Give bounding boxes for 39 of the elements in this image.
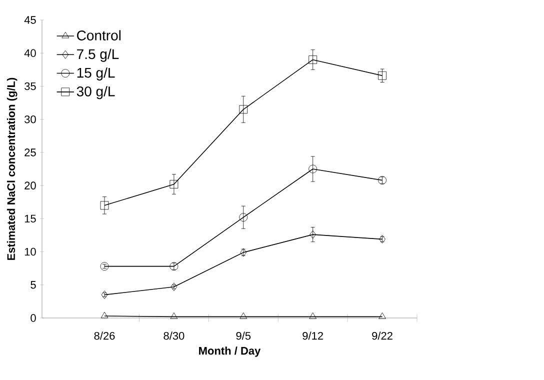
point	[170, 312, 178, 319]
point	[308, 56, 318, 64]
point	[240, 312, 248, 319]
x-tick-label: 8/26	[94, 332, 115, 340]
point	[101, 290, 108, 300]
legend-label: 7.5 g/L	[77, 48, 119, 62]
point	[309, 312, 316, 319]
y-tick-label: 35	[24, 82, 36, 90]
y-tick-label: 45	[24, 16, 36, 24]
point	[378, 176, 386, 184]
x-tick-label: 9/22	[372, 332, 392, 340]
legend-label: 15 g/L	[77, 67, 115, 80]
point	[239, 213, 248, 222]
y-tick-label: 0	[30, 314, 36, 322]
point	[310, 230, 316, 239]
point	[308, 164, 318, 174]
point	[239, 105, 248, 114]
legend-label: 30 g/L	[76, 86, 115, 100]
y-tick-label: 5	[30, 281, 36, 289]
y-tick-label: 20	[24, 182, 36, 190]
y-tick-label: 15	[24, 214, 36, 222]
y-axis-title: Estimated NaCl concentration (g/L)	[6, 78, 18, 260]
point	[100, 262, 109, 271]
point	[170, 262, 178, 271]
x-axis-title: Month / Day	[199, 346, 261, 357]
x-tick-label: 9/12	[302, 332, 323, 340]
point	[100, 201, 109, 210]
point	[100, 312, 108, 318]
point	[378, 312, 386, 319]
x-tick-label: 8/30	[164, 332, 184, 340]
y-tick-label: 25	[24, 148, 36, 156]
point	[170, 282, 178, 292]
y-tick-label: 30	[24, 115, 36, 124]
y-tick-label: 10	[24, 248, 36, 256]
x-tick-label: 9/5	[236, 332, 251, 340]
point	[170, 180, 178, 188]
legend-label: Control	[77, 30, 121, 40]
y-tick-label: 40	[24, 49, 36, 58]
point	[378, 71, 386, 80]
